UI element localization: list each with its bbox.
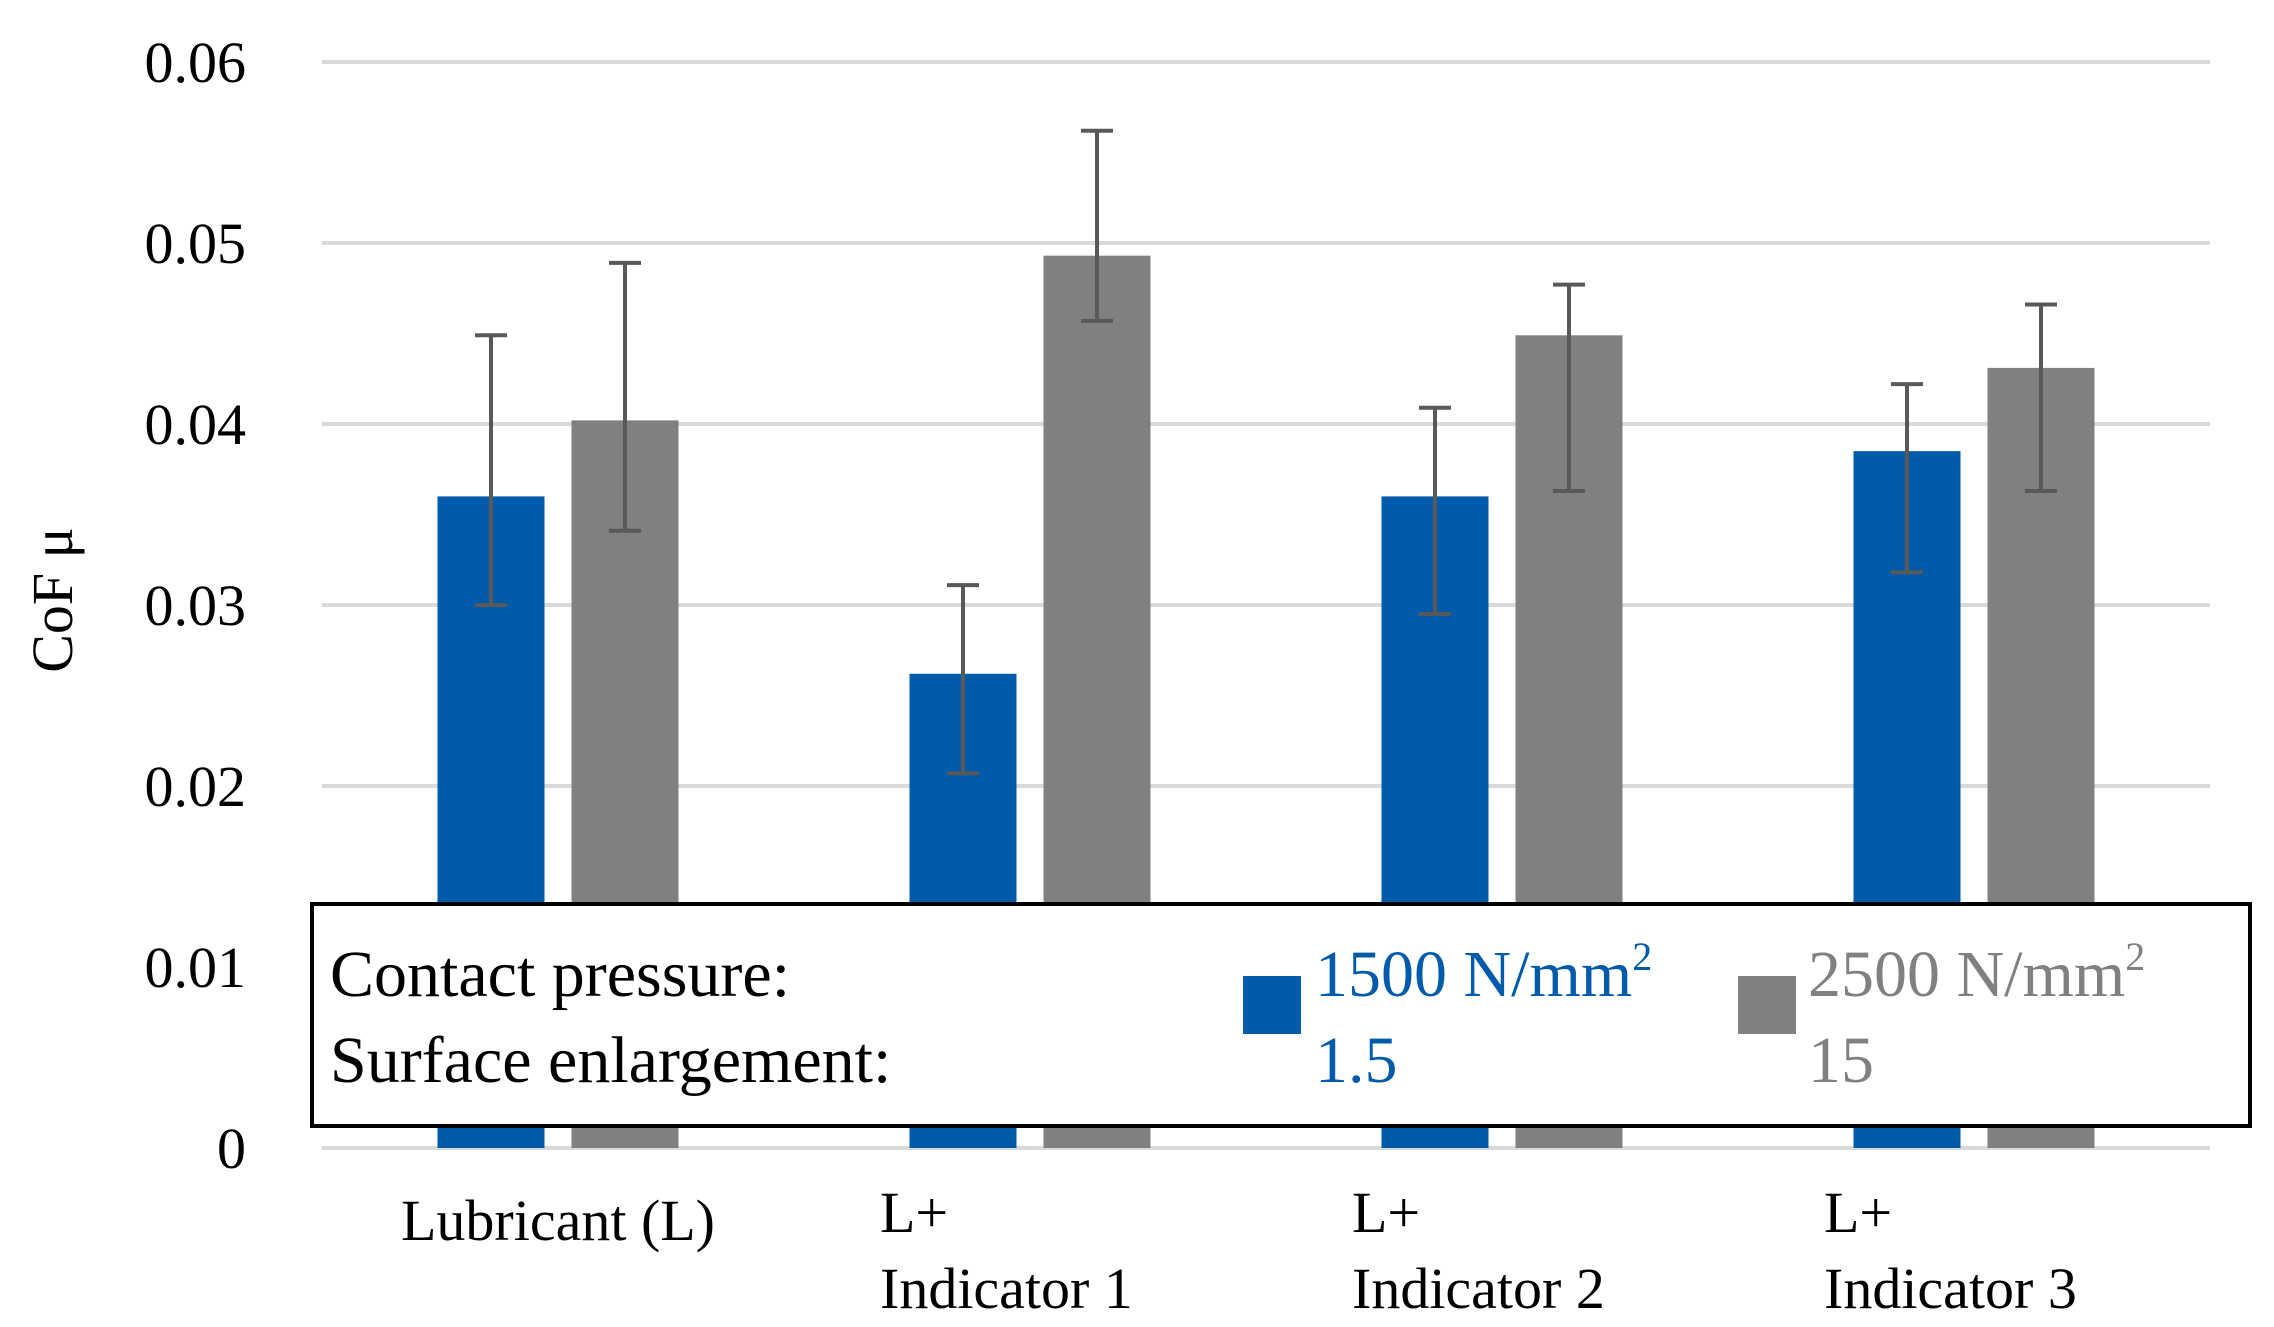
y-axis-ticks: 0 0.01 0.02 0.03 0.04 0.05 0.06	[145, 30, 247, 1181]
legend-entry-1-enlargement: 1.5	[1315, 1024, 1398, 1097]
x-tick-label: Lubricant (L)	[401, 1188, 715, 1253]
x-tick-label-line: Indicator 3	[1824, 1256, 2077, 1321]
x-tick-label-line: Indicator 2	[1352, 1256, 1605, 1321]
legend-entry-2-enlargement: 15	[1808, 1024, 1874, 1097]
legend-entry-1-pressure: 1500 N/mm2	[1315, 934, 1652, 1011]
x-tick-label: L+ Indicator 2	[1352, 1180, 1605, 1321]
y-tick-label: 0.05	[145, 211, 247, 276]
x-tick-label-line: L+	[880, 1180, 948, 1245]
legend-row-label-enlargement: Surface enlargement:	[330, 1024, 891, 1097]
y-tick-label: 0	[217, 1116, 246, 1181]
legend-swatch-series-1	[1243, 976, 1301, 1034]
x-tick-label-line: L+	[1352, 1180, 1420, 1245]
y-tick-label: 0.01	[145, 935, 247, 1000]
x-tick-label-line: Lubricant (L)	[401, 1188, 715, 1253]
x-tick-label: L+ Indicator 3	[1824, 1180, 2077, 1321]
error-bars	[475, 128, 2057, 776]
legend: Contact pressure: Surface enlargement: 1…	[310, 902, 2252, 1128]
y-axis-label: CoF μ	[20, 527, 85, 673]
x-axis-ticks: Lubricant (L) L+Indicator 1L+Indicator 2L…	[401, 1180, 2077, 1321]
x-tick-label-line: Indicator 1	[880, 1256, 1133, 1321]
x-tick-label-line: L+	[1824, 1180, 1892, 1245]
y-tick-label: 0.03	[145, 573, 247, 638]
x-tick-label: L+ Indicator 1	[880, 1180, 1133, 1321]
legend-row-label-pressure: Contact pressure:	[330, 938, 790, 1011]
y-tick-label: 0.02	[145, 754, 247, 819]
legend-entry-2-pressure: 2500 N/mm2	[1808, 934, 2145, 1011]
y-tick-label: 0.04	[145, 392, 247, 457]
legend-swatch-series-2	[1738, 976, 1796, 1034]
y-tick-label: 0.06	[145, 30, 247, 95]
